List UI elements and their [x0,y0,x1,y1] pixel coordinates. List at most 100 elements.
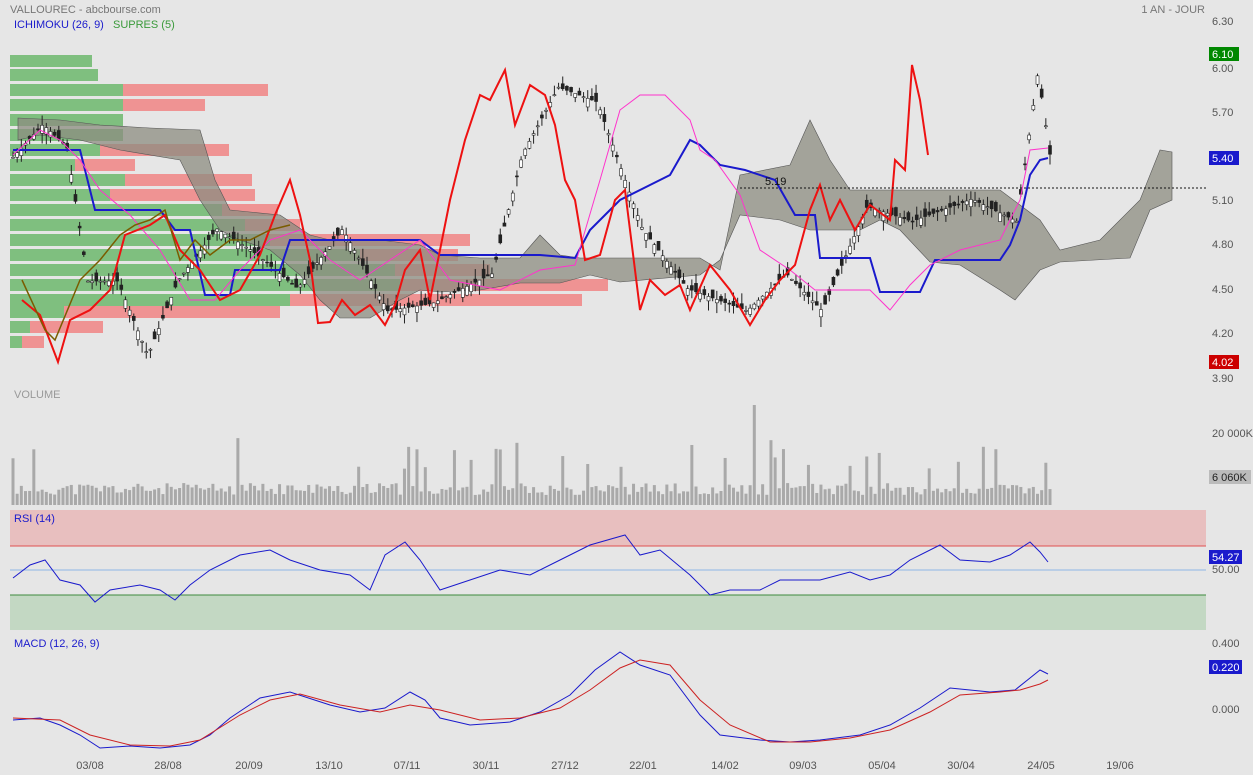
volume-bar [407,446,411,505]
volume-bar [507,489,511,505]
volume-bar [965,488,969,505]
volume-bar [457,490,461,505]
volume-bar [198,488,202,505]
volume-bar [994,449,998,505]
candle-body [535,125,540,128]
volume-bar [273,493,277,505]
volume-bar [211,483,215,505]
volume-bar [986,488,990,505]
volume-bar [686,491,690,505]
volume-bar [290,485,294,505]
candle-body [540,114,544,119]
candle-body [798,282,802,289]
volume-bar [278,484,282,505]
candle-body [565,85,569,91]
candle-body [244,246,249,249]
ichimoku-legend: ICHIMOKU (26, 9) [14,19,104,31]
candle-body [719,296,723,302]
volume-bars [11,405,1052,505]
macd-y-tick: 0.000 [1212,704,1240,716]
candle-body [419,300,423,306]
candle-body [931,208,936,214]
volume-bar [744,493,748,505]
volume-bar [323,488,327,505]
volume-bar [444,489,448,505]
x-tick: 20/09 [235,760,263,772]
candle-body [315,262,319,265]
candle-body [1048,145,1052,155]
candle-body [1014,220,1019,223]
volume-bar [798,486,802,505]
volume-bar [78,484,82,505]
candle-body [144,351,149,353]
volume-bar [582,490,586,505]
candle-body [344,234,348,243]
volume-bar [844,483,848,505]
candle-body [240,244,244,246]
candle-body [231,231,236,240]
candle-body [510,192,515,202]
volume-bar [731,487,735,505]
candle-body [702,289,707,296]
candle-body [935,210,940,213]
candle-body [610,144,615,152]
macd-lines [12,651,1049,749]
candle-body [615,154,619,158]
volume-bar [627,494,631,505]
volume-bar [811,483,815,505]
volume-bar [86,484,90,505]
candle-body [473,278,478,283]
volume-profile-up-bar [10,336,22,348]
volume-bar [894,487,898,505]
candle-body [469,283,473,292]
candle-body [286,276,290,281]
candle-body [923,208,927,217]
volume-bar [557,490,561,505]
volume-profile-down-bar [75,159,135,171]
volume-badge [1209,470,1251,484]
volume-bar [415,449,419,505]
volume-bar [565,487,569,505]
candle-body [494,256,498,260]
candle-body [694,283,698,293]
candle-body [794,280,798,284]
chart-title: VALLOUREC - abcbourse.com [10,4,161,16]
volume-bar [269,488,273,505]
candle-body [806,291,811,297]
candle-body [1010,218,1015,224]
volume-bar [390,484,394,505]
volume-bar [307,484,311,505]
volume-bar [736,491,740,505]
volume-bar [890,490,894,505]
candle-body [369,280,373,289]
volume-bar [640,487,644,505]
volume-bar [632,483,636,505]
candle-body [15,152,19,158]
price-close-line [21,64,929,366]
candle-body [927,211,932,216]
candle-body [377,295,382,301]
rsi-overbought-zone [10,510,1206,546]
candle-body [90,280,94,283]
volume-bar [1015,485,1019,505]
candle-body [856,226,861,236]
volume-bar [815,492,819,505]
reference-line-label: 5.19 [765,176,786,188]
volume-bar [53,494,57,505]
candle-body [215,228,219,232]
volume-bar [223,491,227,505]
volume-bar [311,492,315,505]
volume-bar [1036,493,1040,505]
candle-body [698,292,702,300]
volume-bar [819,484,823,505]
volume-bar [19,485,23,505]
volume-bar [919,494,923,505]
candle-body [531,133,536,136]
volume-bar [465,486,469,505]
candle-body [248,249,253,252]
volume-bar [94,487,98,505]
volume-bar [186,484,190,505]
volume-bar [82,485,86,505]
volume-bar [473,494,477,505]
candle-body [685,288,690,296]
